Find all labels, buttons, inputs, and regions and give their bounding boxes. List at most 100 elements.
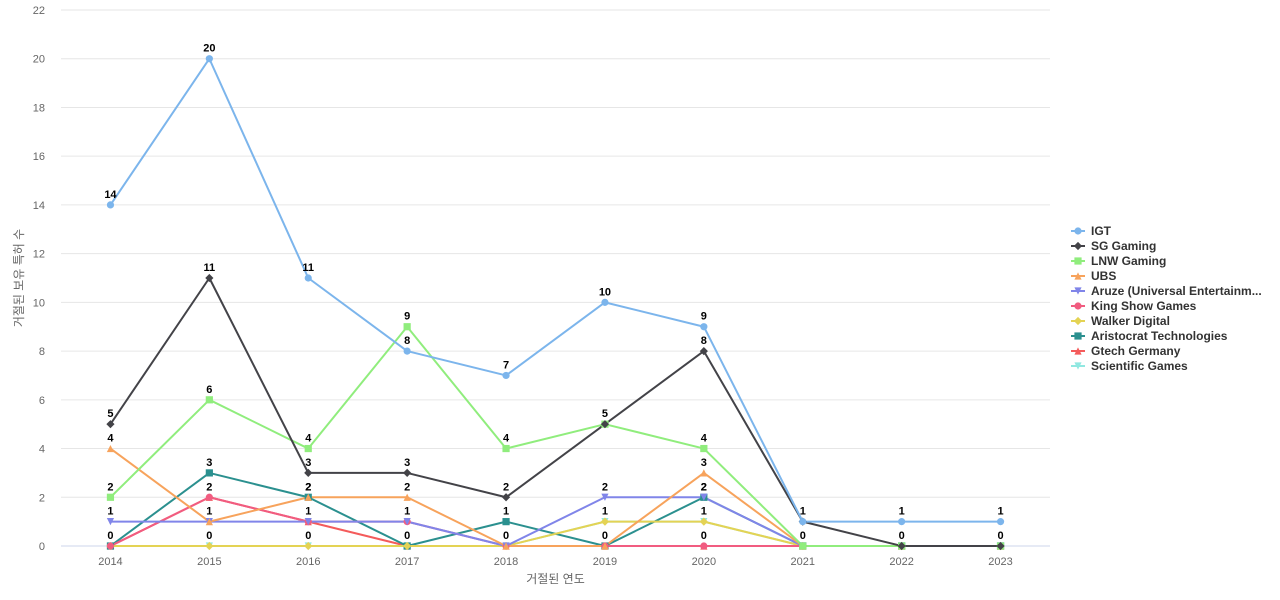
point-lnw-gaming[interactable]	[304, 444, 312, 453]
data-label-sg-gaming: 11	[204, 262, 216, 274]
data-label-king-show-games: 1	[404, 506, 410, 518]
x-tick-label: 2015	[197, 556, 221, 568]
point-walker-digital[interactable]	[304, 541, 313, 551]
legend-item-gtech-germany[interactable]: Gtech Germany	[1071, 344, 1181, 358]
x-axis-title: 거절된 연도	[526, 572, 585, 586]
point-ubs[interactable]	[106, 444, 115, 453]
data-label-ubs: 2	[404, 481, 410, 493]
legend-item-aristocrat-technologies[interactable]: Aristocrat Technologies	[1071, 329, 1228, 343]
point-igt[interactable]	[601, 298, 609, 306]
y-tick-label: 18	[33, 102, 45, 114]
y-tick-label: 22	[33, 5, 45, 17]
point-sg-gaming[interactable]	[996, 541, 1005, 551]
point-king-show-games[interactable]	[205, 493, 213, 501]
point-aruze-universal-entertainm[interactable]	[601, 493, 609, 501]
y-tick-label: 14	[33, 200, 45, 212]
point-igt[interactable]	[304, 274, 312, 282]
legend-item-aruze-universal-entertainm[interactable]: Aruze (Universal Entertainm...	[1071, 284, 1262, 298]
data-label-aristocrat-technologies: 0	[800, 530, 806, 542]
data-label-aruze-universal-entertainm: 2	[701, 481, 707, 493]
point-ubs[interactable]	[403, 493, 411, 501]
point-aristocrat-technologies[interactable]	[502, 518, 510, 526]
legend-symbol-walker-digital	[1073, 316, 1083, 326]
data-label-aruze-universal-entertainm: 2	[602, 481, 608, 493]
point-lnw-gaming[interactable]	[205, 396, 213, 404]
data-label-lnw-gaming: 6	[206, 384, 212, 396]
point-aruze-universal-entertainm[interactable]	[106, 518, 115, 526]
point-ubs[interactable]	[304, 493, 312, 501]
y-tick-label: 20	[33, 54, 45, 66]
point-aruze-universal-entertainm[interactable]	[403, 518, 411, 526]
x-tick-label: 2016	[296, 556, 320, 568]
point-ubs[interactable]	[205, 518, 213, 526]
point-walker-digital[interactable]	[600, 517, 610, 526]
point-ubs[interactable]	[601, 542, 609, 550]
series-line-aristocrat-technologies[interactable]	[109, 471, 1002, 547]
series-line-lnw-gaming[interactable]	[109, 325, 1002, 547]
point-walker-digital[interactable]	[699, 517, 708, 526]
point-igt[interactable]	[403, 347, 411, 355]
point-sg-gaming[interactable]	[501, 493, 511, 502]
x-axis: 2014 2015 2016 2017 2018 2019 2020 2021 2022 2023	[98, 556, 1013, 568]
point-ubs[interactable]	[700, 469, 708, 477]
legend-item-king-show-games[interactable]: King Show Games	[1071, 299, 1197, 313]
x-tick-label: 2022	[889, 556, 913, 568]
legend-item-ubs[interactable]: UBS	[1071, 269, 1116, 283]
point-igt[interactable]	[799, 518, 807, 526]
point-walker-digital[interactable]	[205, 541, 214, 551]
point-lnw-gaming[interactable]	[106, 493, 115, 501]
point-igt[interactable]	[898, 518, 906, 526]
legend-item-walker-digital[interactable]: Walker Digital	[1071, 314, 1170, 328]
data-label-lnw-gaming: 5	[602, 408, 608, 420]
data-label-igt: 1	[800, 506, 806, 518]
series-line-igt[interactable]	[109, 57, 1002, 523]
y-axis: 0 2 4 6 8 10 12 14 16 18 20 22	[33, 5, 45, 553]
point-king-show-games[interactable]	[700, 542, 708, 550]
point-aristocrat-technologies[interactable]	[205, 469, 213, 477]
point-lnw-gaming[interactable]	[502, 444, 510, 453]
point-lnw-gaming[interactable]	[799, 542, 807, 550]
series-line-sg-gaming[interactable]	[109, 277, 1002, 547]
y-tick-label: 16	[33, 151, 45, 163]
data-label-king-show-games: 2	[206, 481, 212, 493]
legend-label-sg-gaming: SG Gaming	[1091, 239, 1156, 253]
point-igt[interactable]	[106, 201, 115, 209]
y-axis-title: 거절된 보유 특허 수	[12, 229, 26, 327]
legend-symbol-gtech-germany	[1074, 347, 1082, 355]
point-aruze-universal-entertainm[interactable]	[304, 518, 312, 526]
data-label-aristocrat-technologies: 2	[701, 481, 707, 493]
point-ubs[interactable]	[502, 542, 510, 550]
data-label-walker-digital: 1	[701, 506, 707, 518]
series-markers	[106, 55, 1005, 551]
point-sg-gaming[interactable]	[304, 468, 313, 478]
point-sg-gaming[interactable]	[205, 273, 214, 283]
legend-item-sg-gaming[interactable]: SG Gaming	[1071, 239, 1156, 253]
point-sg-gaming[interactable]	[699, 346, 708, 356]
data-label-igt: 1	[997, 506, 1003, 518]
point-igt[interactable]	[205, 55, 213, 63]
point-sg-gaming[interactable]	[600, 420, 610, 429]
point-king-show-games[interactable]	[106, 542, 115, 550]
point-igt[interactable]	[700, 323, 708, 331]
point-aruze-universal-entertainm[interactable]	[700, 493, 708, 501]
legend-item-scientific-games[interactable]: Scientific Games	[1071, 359, 1188, 373]
data-label-sg-gaming: 3	[404, 457, 410, 469]
legend-item-lnw-gaming[interactable]: LNW Gaming	[1071, 254, 1166, 268]
legend-symbol-igt	[1074, 227, 1082, 235]
data-label-sg-gaming: 3	[305, 457, 311, 469]
point-lnw-gaming[interactable]	[700, 444, 708, 453]
legend-item-igt[interactable]: IGT	[1071, 224, 1112, 238]
series-line-walker-digital[interactable]	[109, 520, 1002, 547]
point-lnw-gaming[interactable]	[403, 323, 411, 331]
y-tick-label: 12	[33, 249, 45, 261]
point-igt[interactable]	[996, 518, 1005, 526]
point-igt[interactable]	[502, 371, 510, 380]
point-sg-gaming[interactable]	[106, 420, 115, 429]
point-sg-gaming[interactable]	[897, 541, 906, 551]
x-tick-label: 2021	[791, 556, 815, 568]
point-sg-gaming[interactable]	[403, 468, 412, 478]
data-label-igt: 9	[701, 311, 707, 323]
point-walker-digital[interactable]	[403, 541, 412, 551]
